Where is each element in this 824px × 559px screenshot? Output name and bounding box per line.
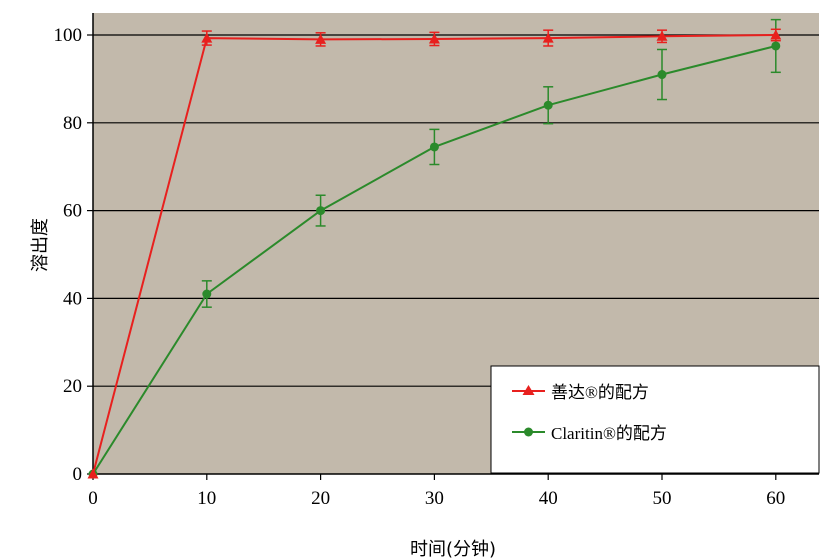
y-tick-label-100: 100 — [54, 25, 83, 46]
data-point-1-0 — [87, 468, 99, 479]
data-point-2-1 — [202, 289, 212, 299]
data-point-1-6 — [770, 29, 782, 40]
x-tick-label-50: 50 — [653, 488, 672, 509]
x-axis-title: 时间(分钟) — [410, 539, 496, 559]
x-tick-label-0: 0 — [88, 488, 98, 509]
series-layer — [87, 18, 782, 479]
y-tick-label-40: 40 — [63, 288, 82, 309]
data-point-1-2 — [315, 33, 327, 44]
data-point-2-6 — [771, 41, 781, 51]
x-tick-label-30: 30 — [425, 488, 444, 509]
data-point-2-4 — [543, 100, 553, 110]
data-point-1-1 — [201, 32, 213, 43]
x-tick-label-10: 10 — [197, 488, 216, 509]
data-point-2-2 — [316, 206, 326, 216]
y-tick-labels: 0 20 40 60 80 100 — [54, 25, 83, 485]
legend-marker-circle — [524, 427, 533, 437]
x-tick-label-40: 40 — [539, 488, 558, 509]
data-point-1-4 — [542, 32, 554, 43]
legend: 善达®的配方 Claritin®的配方 — [490, 365, 820, 474]
legend-box — [490, 365, 820, 474]
y-tick-label-0: 0 — [73, 464, 83, 485]
data-point-2-3 — [429, 142, 439, 152]
legend-label-1: 善达®的配方 — [551, 383, 649, 402]
y-tick-label-80: 80 — [63, 113, 82, 134]
legend-label-2: Claritin®的配方 — [551, 424, 667, 443]
y-tick-label-60: 60 — [63, 201, 82, 222]
legend-marker-triangle — [522, 385, 535, 395]
x-tick-labels: 0 10 20 30 40 50 60 — [88, 488, 785, 509]
data-point-1-5 — [656, 30, 668, 41]
y-tick-label-20: 20 — [63, 376, 82, 397]
x-tick-label-60: 60 — [766, 488, 785, 509]
y-axis-title: 溶出度 — [30, 218, 51, 272]
data-point-1-3 — [428, 33, 440, 44]
x-tick-label-20: 20 — [311, 488, 330, 509]
data-point-2-5 — [657, 70, 667, 80]
